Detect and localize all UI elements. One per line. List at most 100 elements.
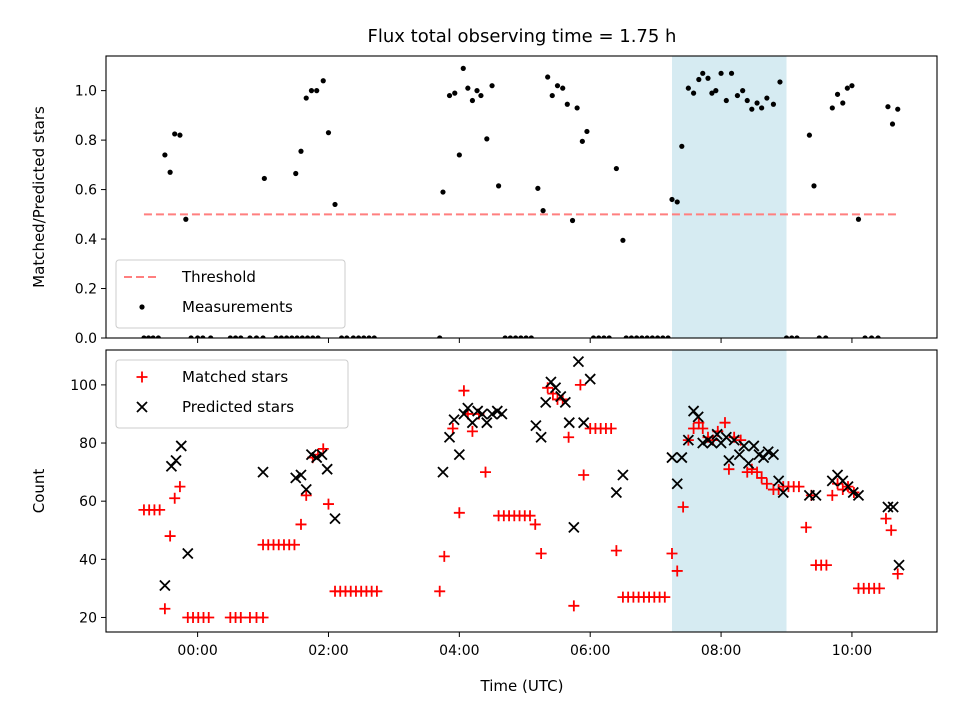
predicted-star-point bbox=[682, 434, 694, 446]
predicted-star-point bbox=[762, 446, 774, 458]
matched-star-point bbox=[300, 489, 312, 501]
measurement-point bbox=[355, 335, 362, 338]
measurement-point bbox=[303, 95, 309, 101]
predicted-star-point bbox=[733, 449, 746, 461]
predicted-star-point bbox=[295, 469, 307, 481]
measurement-point bbox=[875, 335, 881, 338]
predicted-star-point bbox=[257, 466, 269, 478]
matched-star-point bbox=[659, 591, 671, 603]
measurement-point bbox=[507, 335, 513, 338]
matched-star-point bbox=[257, 611, 269, 623]
measurement-point bbox=[308, 88, 315, 94]
measurement-point bbox=[713, 88, 719, 94]
matched-star-point bbox=[529, 518, 541, 530]
measurement-point bbox=[718, 70, 724, 76]
measurement-point bbox=[545, 74, 551, 80]
measurement-point bbox=[700, 70, 706, 76]
highlight-span bbox=[671, 56, 787, 338]
matched-star-point bbox=[174, 481, 186, 493]
measurement-point bbox=[460, 65, 466, 71]
predicted-star-point bbox=[676, 451, 688, 464]
y-tick-label: 0.2 bbox=[75, 282, 97, 298]
predicted-star-point bbox=[738, 440, 750, 452]
measurement-point bbox=[325, 130, 332, 136]
predicted-star-point bbox=[706, 437, 718, 449]
predicted-star-point bbox=[777, 486, 789, 499]
x-tick-label: 04:00 bbox=[439, 643, 479, 659]
measurement-point bbox=[862, 335, 868, 338]
measurement-point bbox=[764, 95, 770, 101]
matched-star-point bbox=[563, 431, 575, 443]
measurement-point bbox=[273, 335, 279, 338]
predicted-star-point bbox=[540, 396, 552, 408]
measurement-point bbox=[162, 152, 168, 158]
predicted-star-point bbox=[852, 489, 865, 501]
predicted-star-point bbox=[462, 402, 474, 414]
matched-star-point bbox=[697, 422, 709, 434]
measurement-point bbox=[749, 106, 755, 112]
axes-frame bbox=[105, 349, 938, 633]
matched-star-point bbox=[458, 385, 470, 397]
measurement-point bbox=[452, 90, 458, 96]
predicted-star-point bbox=[720, 431, 732, 443]
legend-matched-swatch bbox=[136, 371, 148, 383]
matched-star-point bbox=[610, 545, 622, 557]
predicted-star-point bbox=[458, 408, 470, 420]
predicted-star-point bbox=[466, 417, 479, 429]
measurement-point bbox=[314, 88, 320, 94]
predicted-star-point bbox=[316, 449, 328, 461]
legend-label: Threshold bbox=[181, 268, 256, 286]
measurement-point bbox=[320, 78, 326, 84]
predicted-star-point bbox=[486, 408, 498, 420]
chart-title: Flux total observing time = 1.75 h bbox=[368, 26, 677, 47]
measurement-point bbox=[754, 100, 760, 106]
predicted-star-point bbox=[182, 547, 194, 560]
top-panel-ratio: 0.0 0.2 0.4 0.6 0.8 1.0 Matched/Predicted star… bbox=[30, 55, 938, 347]
measurement-point bbox=[528, 335, 534, 338]
measurement-point bbox=[649, 335, 655, 338]
measurement-point bbox=[247, 335, 253, 338]
measurement-point bbox=[834, 91, 841, 97]
measurement-point bbox=[579, 138, 585, 144]
matched-star-point bbox=[723, 463, 735, 475]
matched-star-point bbox=[719, 417, 731, 429]
predicted-star-point bbox=[535, 431, 547, 443]
measurement-point bbox=[665, 335, 671, 338]
measurement-point bbox=[696, 76, 702, 83]
measurement-point bbox=[371, 335, 377, 338]
legend-label: Matched stars bbox=[182, 368, 288, 386]
predicted-star-point bbox=[530, 419, 542, 432]
y-tick-label: 0.4 bbox=[75, 232, 97, 248]
predicted-star-point bbox=[481, 417, 493, 429]
matched-star-point bbox=[873, 582, 885, 594]
predicted-star-point bbox=[290, 472, 302, 484]
measurement-point bbox=[584, 128, 590, 135]
predicted-star-point bbox=[300, 483, 312, 496]
measurement-point bbox=[709, 90, 715, 96]
measurement-point bbox=[728, 70, 735, 76]
measurement-point bbox=[655, 335, 661, 338]
measurement-point bbox=[759, 105, 765, 111]
matched-star-point bbox=[574, 379, 586, 391]
measurement-point bbox=[806, 132, 813, 138]
y-tick-label: 80 bbox=[79, 436, 97, 452]
measurement-point bbox=[208, 335, 214, 338]
x-tick-label: 08:00 bbox=[701, 643, 741, 659]
measurement-point bbox=[574, 105, 580, 111]
x-tick-label: 06:00 bbox=[570, 643, 610, 659]
predicted-star-point bbox=[175, 440, 187, 452]
measurement-point bbox=[744, 97, 750, 104]
predicted-star-point bbox=[549, 382, 562, 394]
axes-frame bbox=[105, 55, 938, 339]
y-axis-label: Matched/Predicted stars bbox=[30, 106, 48, 288]
measurement-point bbox=[474, 88, 480, 94]
measurement-point bbox=[518, 335, 524, 338]
measurement-point bbox=[734, 92, 741, 99]
x-axis-label: Time (UTC) bbox=[480, 677, 564, 695]
measurement-point bbox=[294, 335, 300, 338]
predicted-star-point bbox=[448, 414, 460, 426]
measurement-point bbox=[811, 183, 817, 189]
measurement-point bbox=[145, 335, 152, 338]
measurement-point bbox=[299, 335, 305, 338]
predicted-star-point bbox=[170, 454, 182, 467]
